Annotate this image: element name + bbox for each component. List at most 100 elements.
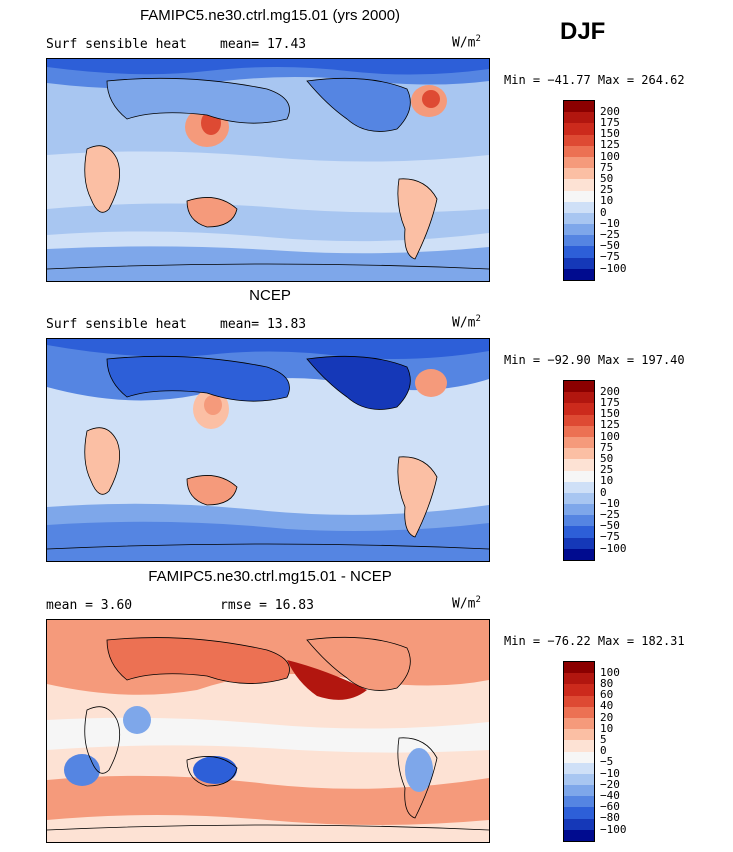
colorbar-swatch	[564, 796, 594, 808]
colorbar-tick-label: 0	[600, 485, 607, 499]
colorbar-swatch	[564, 740, 594, 752]
panel-1-minmax: Min = −41.77 Max = 264.62	[504, 73, 685, 87]
colorbar-swatch	[564, 381, 594, 393]
panel-3-colorbar	[563, 661, 595, 842]
panel-1-mean-label: mean= 17.43	[220, 37, 307, 52]
colorbar-swatch	[564, 145, 594, 157]
panel-3-mean-label: mean = 3.60	[46, 598, 133, 613]
panel-3-rmse-label: rmse = 16.83	[220, 598, 314, 613]
colorbar-swatch	[564, 818, 594, 830]
colorbar-tick-label: 175	[600, 395, 620, 409]
colorbar-swatch	[564, 246, 594, 258]
colorbar-swatch	[564, 785, 594, 797]
colorbar-swatch	[564, 436, 594, 449]
colorbar-swatch	[564, 526, 594, 538]
colorbar-swatch	[564, 807, 594, 819]
colorbar-swatch	[564, 717, 594, 730]
colorbar-swatch	[564, 515, 594, 527]
panel-2-mean-label: mean= 13.83	[220, 317, 307, 332]
colorbar-swatch	[564, 268, 594, 280]
panel-3-minmax: Min = −76.22 Max = 182.31	[504, 634, 685, 648]
colorbar-tick-label: −50	[600, 519, 620, 533]
panel-2-variable-label: Surf sensible heat	[46, 317, 187, 332]
colorbar-swatch	[564, 235, 594, 247]
colorbar-swatch	[564, 773, 594, 786]
panel-1-unit-label: W/m2	[452, 34, 481, 51]
colorbar-swatch	[564, 403, 594, 415]
colorbar-swatch	[564, 504, 594, 516]
panel-2-colorbar	[563, 380, 595, 561]
colorbar-tick-label: 200	[600, 384, 620, 398]
colorbar-tick-label: 200	[600, 104, 620, 118]
colorbar-swatch	[564, 751, 594, 763]
colorbar-swatch	[564, 201, 594, 213]
colorbar-tick-label: 80	[600, 676, 614, 690]
colorbar-swatch	[564, 190, 594, 202]
colorbar-swatch	[564, 101, 594, 113]
colorbar-tick-label: −10	[600, 766, 620, 780]
colorbar-swatch	[564, 212, 594, 225]
panel-3-unit-label: W/m2	[452, 595, 481, 612]
colorbar-tick-label: 0	[600, 744, 607, 758]
colorbar-swatch	[564, 829, 594, 841]
colorbar-swatch	[564, 673, 594, 685]
colorbar-swatch	[564, 425, 594, 437]
colorbar-swatch	[564, 548, 594, 560]
panel-1-variable-label: Surf sensible heat	[46, 37, 187, 52]
colorbar-tick-label: −100	[600, 822, 627, 836]
colorbar-swatch	[564, 492, 594, 505]
colorbar-tick-label: −100	[600, 541, 627, 555]
colorbar-tick-label: −10	[600, 216, 620, 230]
colorbar-tick-label: −20	[600, 777, 620, 791]
season-label: DJF	[560, 18, 606, 45]
colorbar-tick-label: 150	[600, 407, 620, 421]
colorbar-tick-label: 60	[600, 688, 614, 702]
colorbar-tick-label: 25	[600, 183, 614, 197]
colorbar-swatch	[564, 481, 594, 493]
panel-2-map	[46, 338, 490, 562]
colorbar-swatch	[564, 537, 594, 549]
colorbar-swatch	[564, 134, 594, 146]
colorbar-tick-label: −75	[600, 530, 620, 544]
colorbar-tick-label: −40	[600, 788, 620, 802]
colorbar-tick-label: 100	[600, 149, 620, 163]
colorbar-swatch	[564, 459, 594, 471]
colorbar-tick-label: −75	[600, 250, 620, 264]
colorbar-tick-label: 10	[600, 474, 614, 488]
colorbar-tick-label: 75	[600, 160, 614, 174]
colorbar-tick-label: 150	[600, 127, 620, 141]
colorbar-tick-label: −10	[600, 496, 620, 510]
colorbar-tick-label: −60	[600, 800, 620, 814]
colorbar-swatch	[564, 729, 594, 741]
panel-2-title: NCEP	[249, 287, 291, 304]
colorbar-swatch	[564, 257, 594, 269]
colorbar-swatch	[564, 112, 594, 124]
colorbar-tick-label: −25	[600, 227, 620, 241]
colorbar-tick-label: 125	[600, 418, 620, 432]
colorbar-tick-label: −100	[600, 261, 627, 275]
colorbar-tick-label: 25	[600, 463, 614, 477]
colorbar-tick-label: −80	[600, 811, 620, 825]
colorbar-tick-label: −5	[600, 755, 614, 769]
colorbar-swatch	[564, 448, 594, 460]
colorbar-tick-label: 100	[600, 429, 620, 443]
colorbar-swatch	[564, 414, 594, 426]
panel-1-title: FAMIPC5.ne30.ctrl.mg15.01 (yrs 2000)	[139, 7, 401, 24]
panel-2-unit-label: W/m2	[452, 314, 481, 331]
panel-1-colorbar	[563, 100, 595, 281]
colorbar-tick-label: 20	[600, 710, 614, 724]
colorbar-swatch	[564, 762, 594, 774]
colorbar-tick-label: −25	[600, 507, 620, 521]
colorbar-tick-label: 10	[600, 721, 614, 735]
colorbar-tick-label: 50	[600, 451, 614, 465]
colorbar-swatch	[564, 156, 594, 169]
colorbar-tick-label: 10	[600, 194, 614, 208]
colorbar-swatch	[564, 684, 594, 696]
colorbar-tick-label: 75	[600, 440, 614, 454]
colorbar-tick-label: 50	[600, 171, 614, 185]
colorbar-tick-label: 40	[600, 699, 614, 713]
colorbar-swatch	[564, 168, 594, 180]
colorbar-swatch	[564, 392, 594, 404]
panel-3-map	[46, 619, 490, 843]
colorbar-swatch	[564, 662, 594, 674]
